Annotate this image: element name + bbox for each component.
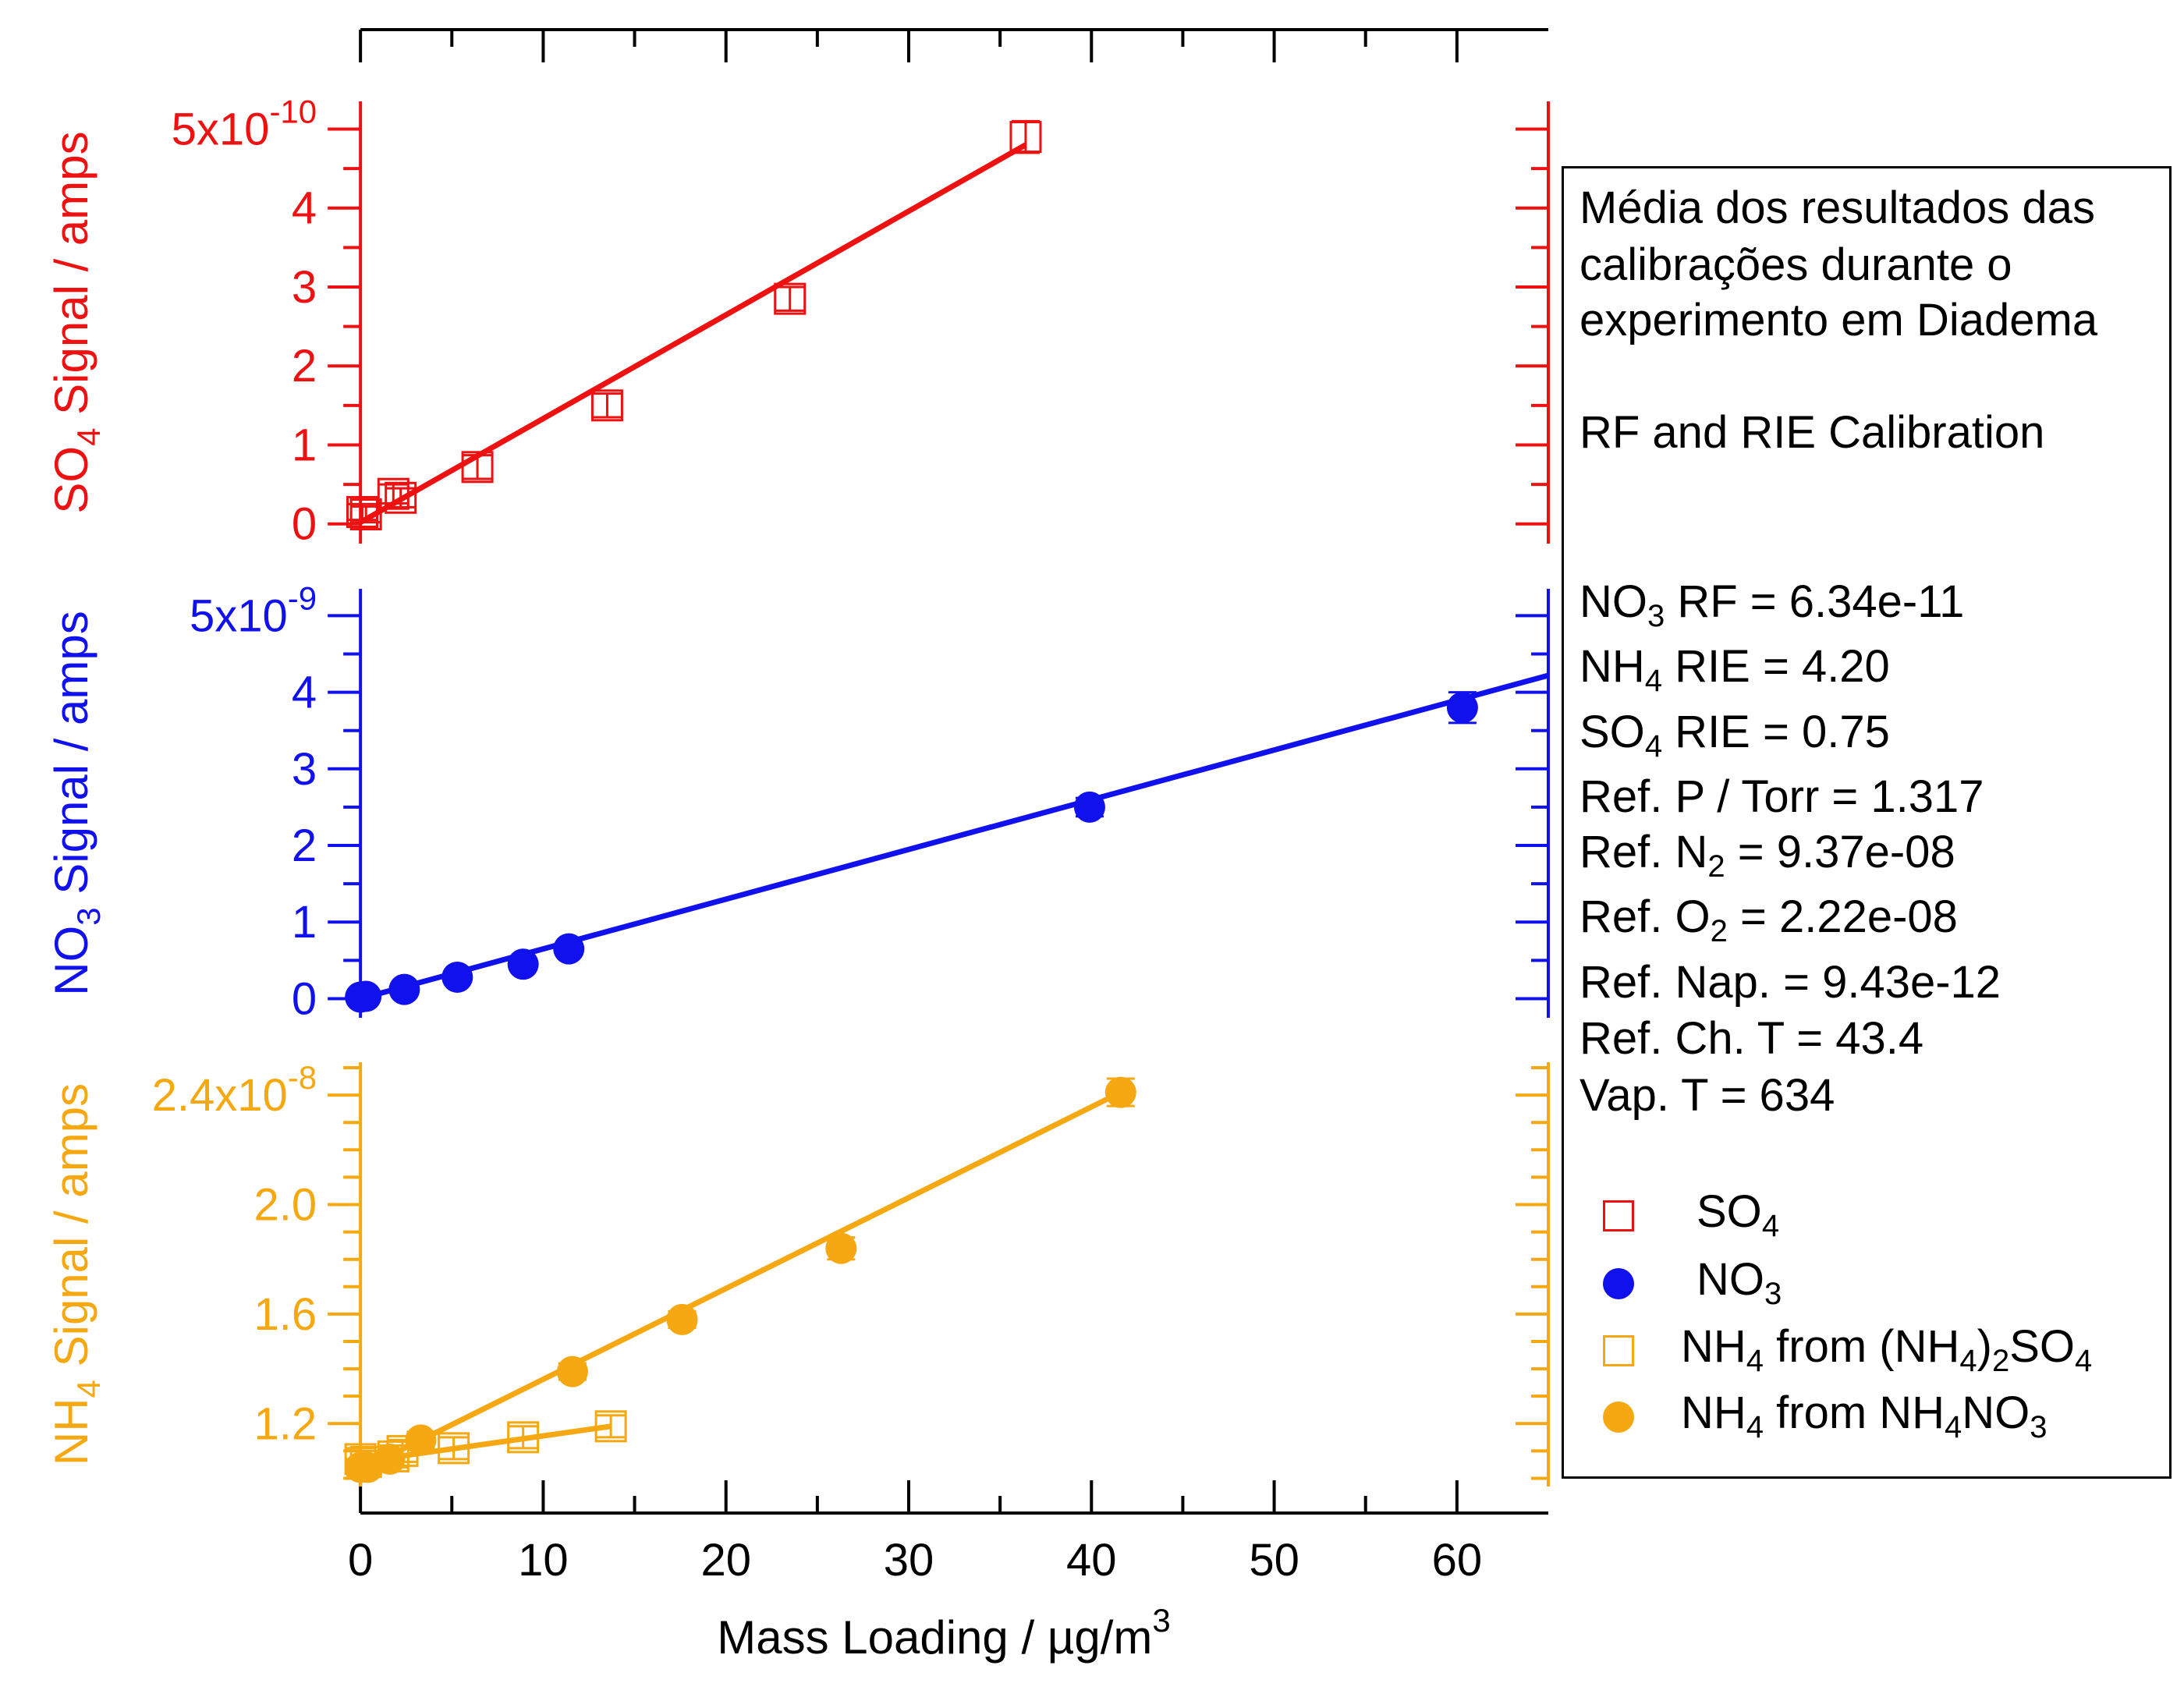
x-tick-label: 40 <box>1066 1535 1117 1586</box>
nh4-s1-point <box>405 1424 437 1456</box>
no3-s0-point <box>441 961 473 993</box>
nh4-s0-point <box>438 1432 470 1465</box>
note-line-3: experimento em Diadema <box>1580 295 2098 346</box>
nh4-s1-point <box>1104 1076 1136 1108</box>
nh4-y-tick-label: 1.6 <box>254 1289 317 1340</box>
param-ref-n2: Ref. N2 = 9.37e-08 <box>1580 827 1955 884</box>
x-tick-label: 0 <box>348 1535 373 1586</box>
nh4-y-tick-label: 2.0 <box>254 1180 317 1231</box>
nh4-y-tick-label: 1.2 <box>254 1398 317 1449</box>
param-ref-p: Ref. P / Torr = 1.317 <box>1580 771 1984 822</box>
so4-s0-point <box>461 451 494 484</box>
so4-y-top-tick-label: 5x10-10 <box>172 93 317 154</box>
no3-y-tick-label: 3 <box>292 744 317 795</box>
so4-y-tick-label: 1 <box>292 420 317 470</box>
so4-y-tick-label: 3 <box>292 262 317 313</box>
no3-s0-point <box>1073 791 1105 823</box>
legend-marker-nh4-an <box>1603 1402 1634 1433</box>
no3-s0-point <box>388 973 420 1005</box>
so4-y-tick-label: 0 <box>292 499 317 550</box>
so4-y-tick-label: 2 <box>292 341 317 392</box>
nh4-s1-fit-line <box>359 1090 1122 1473</box>
param-ref-nap: Ref. Nap. = 9.43e-12 <box>1580 957 2001 1008</box>
so4-s0-fit-line <box>359 142 1027 525</box>
note-line-2: calibrações durante o <box>1580 239 2012 290</box>
no3-y-tick-label: 1 <box>292 897 317 948</box>
legend-marker-no3 <box>1603 1268 1634 1299</box>
x-tick-label: 60 <box>1432 1535 1483 1586</box>
no3-s0-point <box>1446 692 1478 724</box>
param-vap-t: Vap. T = 634 <box>1580 1070 1835 1121</box>
legend-subtitle: RF and RIE Calibration <box>1580 407 2045 458</box>
no3-s0-fit-line <box>360 672 1549 1001</box>
x-tick-label: 20 <box>700 1535 751 1586</box>
so4-s0-point <box>385 481 417 514</box>
param-ref-ch-t: Ref. Ch. T = 43.4 <box>1580 1013 1924 1064</box>
x-tick-label: 10 <box>518 1535 569 1586</box>
legend-marker-so4 <box>1603 1200 1634 1231</box>
legend-entry-no3: NO3 <box>1564 1254 2157 1309</box>
so4-s0-point <box>774 282 807 315</box>
param-so4-rie: SO4 RIE = 0.75 <box>1580 707 1890 764</box>
legend-label-no3: NO3 <box>1696 1254 1782 1311</box>
legend-entry-so4: SO4 <box>1564 1186 2157 1243</box>
no3-y-tick-label: 4 <box>292 668 317 718</box>
note-line-1: Média dos resultados das <box>1580 183 2095 233</box>
so4-s0-point <box>590 389 623 422</box>
nh4-y-top-tick-label: 2.4x10-8 <box>152 1059 317 1121</box>
nh4-y-axis-label: NH4 Signal / amps <box>45 1083 107 1465</box>
no3-y-tick-label: 0 <box>292 973 317 1024</box>
no3-y-axis-label: NO3 Signal / amps <box>45 611 107 996</box>
no3-s0-point <box>553 933 585 965</box>
no3-y-top-tick-label: 5x10-9 <box>190 579 317 641</box>
nh4-s1-point <box>825 1232 857 1264</box>
nh4-s1-point <box>374 1443 406 1475</box>
nh4-s1-point <box>666 1303 698 1335</box>
legend-entry-nh4-as: NH4 from (NH4)2SO4 <box>1564 1321 2157 1378</box>
legend-entry-nh4-an: NH4 from NH4NO3 <box>1564 1387 2157 1444</box>
param-nh4-rie: NH4 RIE = 4.20 <box>1580 641 1890 698</box>
so4-s0-point <box>349 498 382 531</box>
x-tick-label: 50 <box>1249 1535 1299 1586</box>
legend-label-nh4-as: NH4 from (NH4)2SO4 <box>1681 1321 2093 1378</box>
nh4-s0-point <box>594 1410 627 1443</box>
x-axis-label: Mass Loading / µg/m3 <box>717 1602 1171 1664</box>
x-tick-label: 30 <box>884 1535 934 1586</box>
legend-label-so4: SO4 <box>1696 1186 1780 1243</box>
param-no3-rf: NO3 RF = 6.34e-11 <box>1580 576 1965 633</box>
param-ref-o2: Ref. O2 = 2.22e-08 <box>1580 891 1958 948</box>
so4-s0-point <box>346 496 378 528</box>
legend-label-nh4-an: NH4 from NH4NO3 <box>1681 1387 2048 1444</box>
legend-box: Média dos resultados das calibrações dur… <box>1562 166 2172 1479</box>
so4-s0-point <box>1009 121 1042 154</box>
no3-s0-point <box>350 980 382 1012</box>
nh4-s1-point <box>556 1355 588 1387</box>
so4-s0-point <box>377 477 410 510</box>
legend-marker-nh4-as <box>1603 1335 1634 1366</box>
no3-y-tick-label: 2 <box>292 820 317 871</box>
so4-y-axis-label: SO4 Signal / amps <box>45 131 107 513</box>
nh4-s0-point <box>507 1421 540 1454</box>
no3-s0-point <box>507 948 539 980</box>
so4-y-tick-label: 4 <box>292 183 317 234</box>
